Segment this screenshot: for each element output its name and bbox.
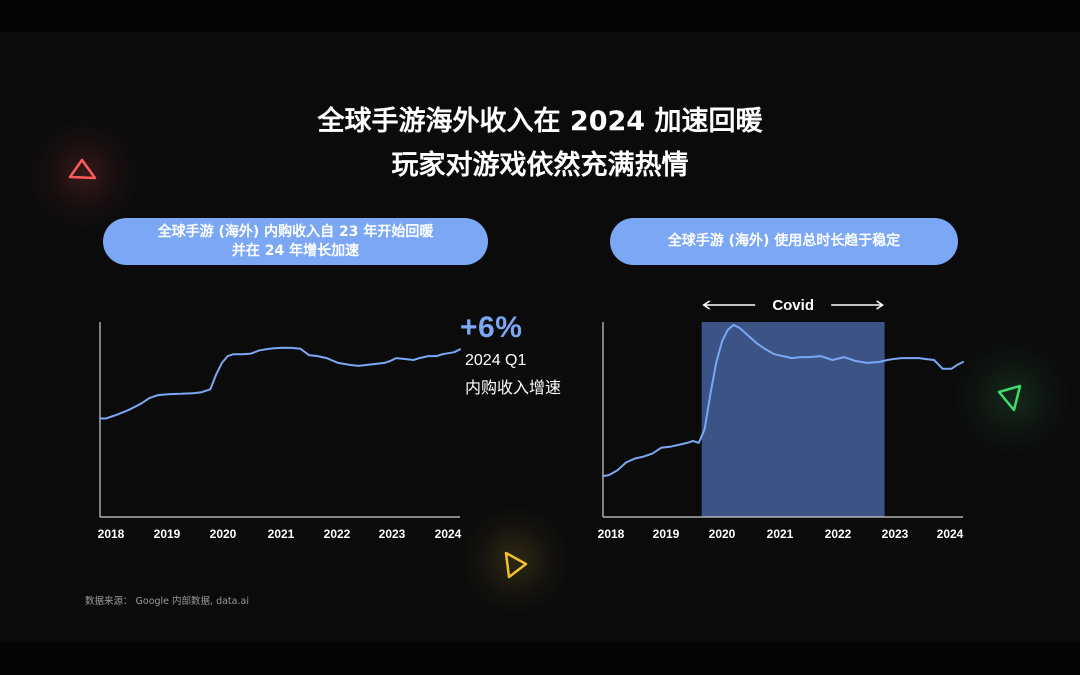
covid-band	[701, 322, 885, 517]
left-pill-line-1: 全球手游 (海外) 内购收入自 23 年开始回暖	[157, 223, 434, 240]
left-x-tick-label: 2023	[379, 527, 406, 541]
left-x-tick-label: 2019	[154, 527, 181, 541]
right-x-tick-label: 2021	[767, 527, 794, 541]
left-chart-pill: 全球手游 (海外) 内购收入自 23 年开始回暖 并在 24 年增长加速	[103, 218, 488, 265]
yellow-glow	[460, 505, 570, 615]
right-x-tick-label: 2023	[882, 527, 909, 541]
growth-label: 内购收入增速	[465, 378, 562, 397]
green-glow	[955, 340, 1070, 455]
covid-label: Covid	[772, 297, 814, 314]
right-x-tick-label: 2024	[937, 527, 964, 541]
right-x-tick-label: 2019	[653, 527, 680, 541]
triangle-green-icon	[997, 384, 1022, 412]
right-chart-pill: 全球手游 (海外) 使用总时长趋于稳定	[610, 218, 958, 265]
right-pill-text: 全球手游 (海外) 使用总时长趋于稳定	[667, 233, 901, 249]
right-x-tick-label: 2020	[709, 527, 736, 541]
triangle-yellow-icon	[504, 551, 528, 579]
right-x-tick-label: 2022	[825, 527, 852, 541]
right-x-tick-label: 2018	[598, 527, 625, 541]
left-x-tick-label: 2020	[210, 527, 237, 541]
growth-percent: +6%	[460, 311, 523, 344]
left-series-line	[99, 346, 461, 420]
growth-period: 2024 Q1	[465, 352, 527, 369]
covid-arrows	[702, 300, 884, 310]
left-x-tick-label: 2024	[435, 527, 462, 541]
page-title: 全球手游海外收入在 2024 加速回暖 玩家对游戏依然充满热情	[0, 100, 1080, 188]
right-series-line	[602, 323, 964, 478]
left-x-tick-label: 2021	[268, 527, 295, 541]
title-line-2: 玩家对游戏依然充满热情	[391, 150, 689, 181]
left-pill-line-2: 并在 24 年增长加速	[231, 242, 360, 259]
triangle-red-icon	[68, 158, 97, 180]
title-line-1: 全球手游海外收入在 2024 加速回暖	[317, 106, 763, 137]
source-note: 数据来源： Google 内部数据, data.ai	[85, 596, 249, 607]
left-x-tick-label: 2022	[324, 527, 351, 541]
left-x-tick-label: 2018	[98, 527, 125, 541]
red-glow	[28, 118, 140, 230]
